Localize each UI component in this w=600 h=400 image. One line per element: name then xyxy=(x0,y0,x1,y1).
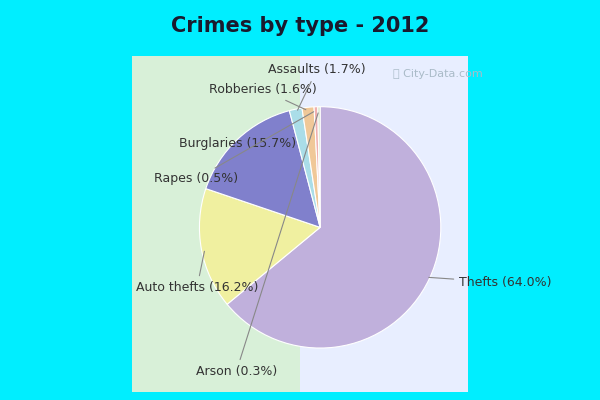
Text: Auto thefts (16.2%): Auto thefts (16.2%) xyxy=(136,251,258,294)
Wedge shape xyxy=(289,108,320,227)
Text: Burglaries (15.7%): Burglaries (15.7%) xyxy=(179,137,296,150)
Text: Rapes (0.5%): Rapes (0.5%) xyxy=(154,112,314,185)
Wedge shape xyxy=(314,107,320,227)
Wedge shape xyxy=(206,111,320,227)
Wedge shape xyxy=(199,189,320,304)
Wedge shape xyxy=(318,107,320,227)
Text: Assaults (1.7%): Assaults (1.7%) xyxy=(268,63,365,110)
Wedge shape xyxy=(227,107,441,348)
Text: Crimes by type - 2012: Crimes by type - 2012 xyxy=(171,16,429,36)
Text: Thefts (64.0%): Thefts (64.0%) xyxy=(429,276,552,289)
Text: Robberies (1.6%): Robberies (1.6%) xyxy=(209,84,317,110)
Text: Arson (0.3%): Arson (0.3%) xyxy=(196,113,318,378)
Wedge shape xyxy=(302,107,320,227)
Text: ⓘ City-Data.com: ⓘ City-Data.com xyxy=(393,69,483,79)
